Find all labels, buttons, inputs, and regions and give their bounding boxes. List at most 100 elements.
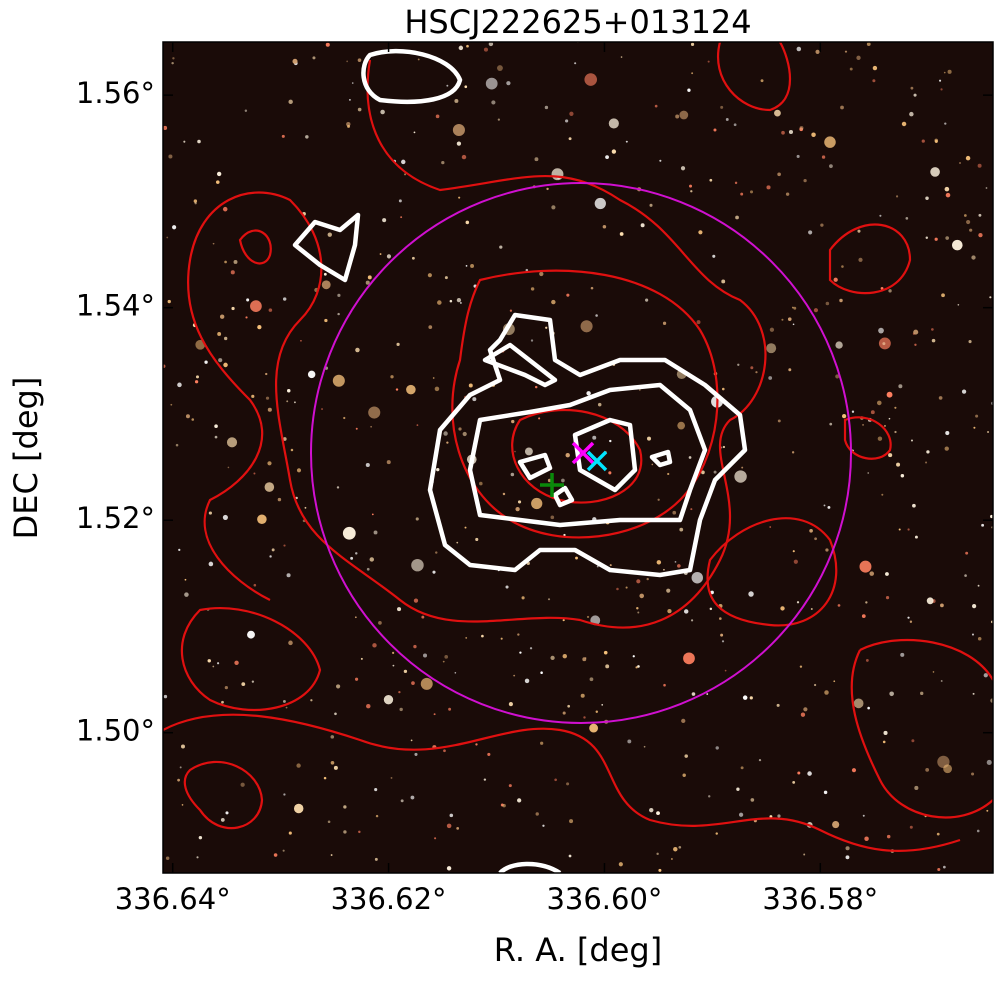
- star: [985, 187, 988, 189]
- star: [222, 206, 228, 212]
- star: [691, 571, 703, 584]
- star: [448, 707, 452, 711]
- star: [750, 190, 754, 194]
- y-tick-label: 1.56°: [76, 76, 155, 110]
- star: [351, 82, 354, 84]
- star: [597, 402, 602, 407]
- star: [214, 424, 218, 428]
- marker-x: [586, 450, 608, 472]
- star: [708, 795, 711, 798]
- star: [265, 396, 270, 400]
- star: [657, 498, 660, 501]
- star: [286, 400, 289, 403]
- star: [184, 592, 189, 597]
- star: [886, 834, 891, 839]
- contour: [187, 59, 767, 629]
- star: [360, 657, 363, 660]
- star: [282, 699, 286, 703]
- star: [640, 223, 645, 228]
- star: [750, 366, 754, 370]
- star: [374, 788, 378, 792]
- star: [618, 862, 623, 867]
- star: [245, 316, 248, 319]
- star: [222, 514, 228, 520]
- star: [965, 155, 971, 161]
- star: [458, 196, 461, 199]
- star: [300, 339, 302, 342]
- star: [851, 768, 857, 773]
- star: [369, 557, 375, 562]
- star: [857, 229, 861, 233]
- star: [566, 293, 570, 297]
- star: [304, 506, 307, 509]
- star: [561, 478, 565, 483]
- star: [583, 716, 586, 719]
- star: [466, 44, 469, 48]
- star: [470, 264, 474, 268]
- star: [395, 388, 399, 391]
- star: [539, 271, 544, 277]
- star: [721, 640, 725, 643]
- star: [722, 445, 726, 449]
- star: [709, 607, 713, 611]
- star: [198, 835, 203, 840]
- star: [531, 497, 543, 510]
- star: [914, 535, 918, 539]
- star: [517, 633, 520, 636]
- star: [343, 830, 347, 834]
- star: [398, 691, 401, 694]
- star: [181, 744, 185, 749]
- star: [446, 866, 452, 871]
- star: [677, 421, 686, 430]
- star: [372, 643, 377, 648]
- star: [832, 820, 840, 829]
- star: [835, 341, 843, 349]
- star: [230, 270, 235, 275]
- star: [845, 846, 850, 851]
- star: [785, 192, 790, 196]
- star: [748, 591, 754, 597]
- star: [909, 111, 914, 117]
- star: [546, 187, 549, 191]
- star: [379, 253, 382, 255]
- star: [529, 647, 533, 650]
- star: [734, 181, 738, 185]
- star: [898, 384, 903, 389]
- star: [226, 437, 238, 448]
- star: [436, 468, 440, 472]
- star: [978, 232, 983, 238]
- star: [288, 640, 293, 646]
- star: [181, 804, 184, 806]
- star: [696, 320, 701, 325]
- star: [357, 58, 362, 62]
- star: [659, 159, 662, 162]
- star: [769, 815, 773, 818]
- star: [307, 370, 316, 379]
- star: [667, 608, 672, 614]
- star: [945, 430, 950, 436]
- star: [427, 273, 432, 278]
- star: [883, 730, 888, 736]
- star: [368, 406, 381, 419]
- star: [878, 327, 884, 334]
- star: [175, 443, 179, 447]
- star: [366, 567, 370, 571]
- star: [647, 436, 652, 441]
- star: [386, 460, 391, 465]
- star: [825, 548, 829, 552]
- star: [636, 607, 639, 610]
- star: [196, 856, 199, 859]
- star: [568, 137, 572, 141]
- star: [780, 606, 785, 611]
- star: [575, 556, 578, 560]
- star: [616, 587, 619, 591]
- star: [534, 385, 538, 389]
- star: [862, 424, 864, 426]
- contour: [451, 269, 719, 539]
- marker-plus: [540, 473, 564, 497]
- star: [911, 739, 915, 743]
- star: [900, 474, 905, 478]
- star: [224, 336, 228, 341]
- star: [464, 526, 467, 529]
- star: [257, 324, 262, 330]
